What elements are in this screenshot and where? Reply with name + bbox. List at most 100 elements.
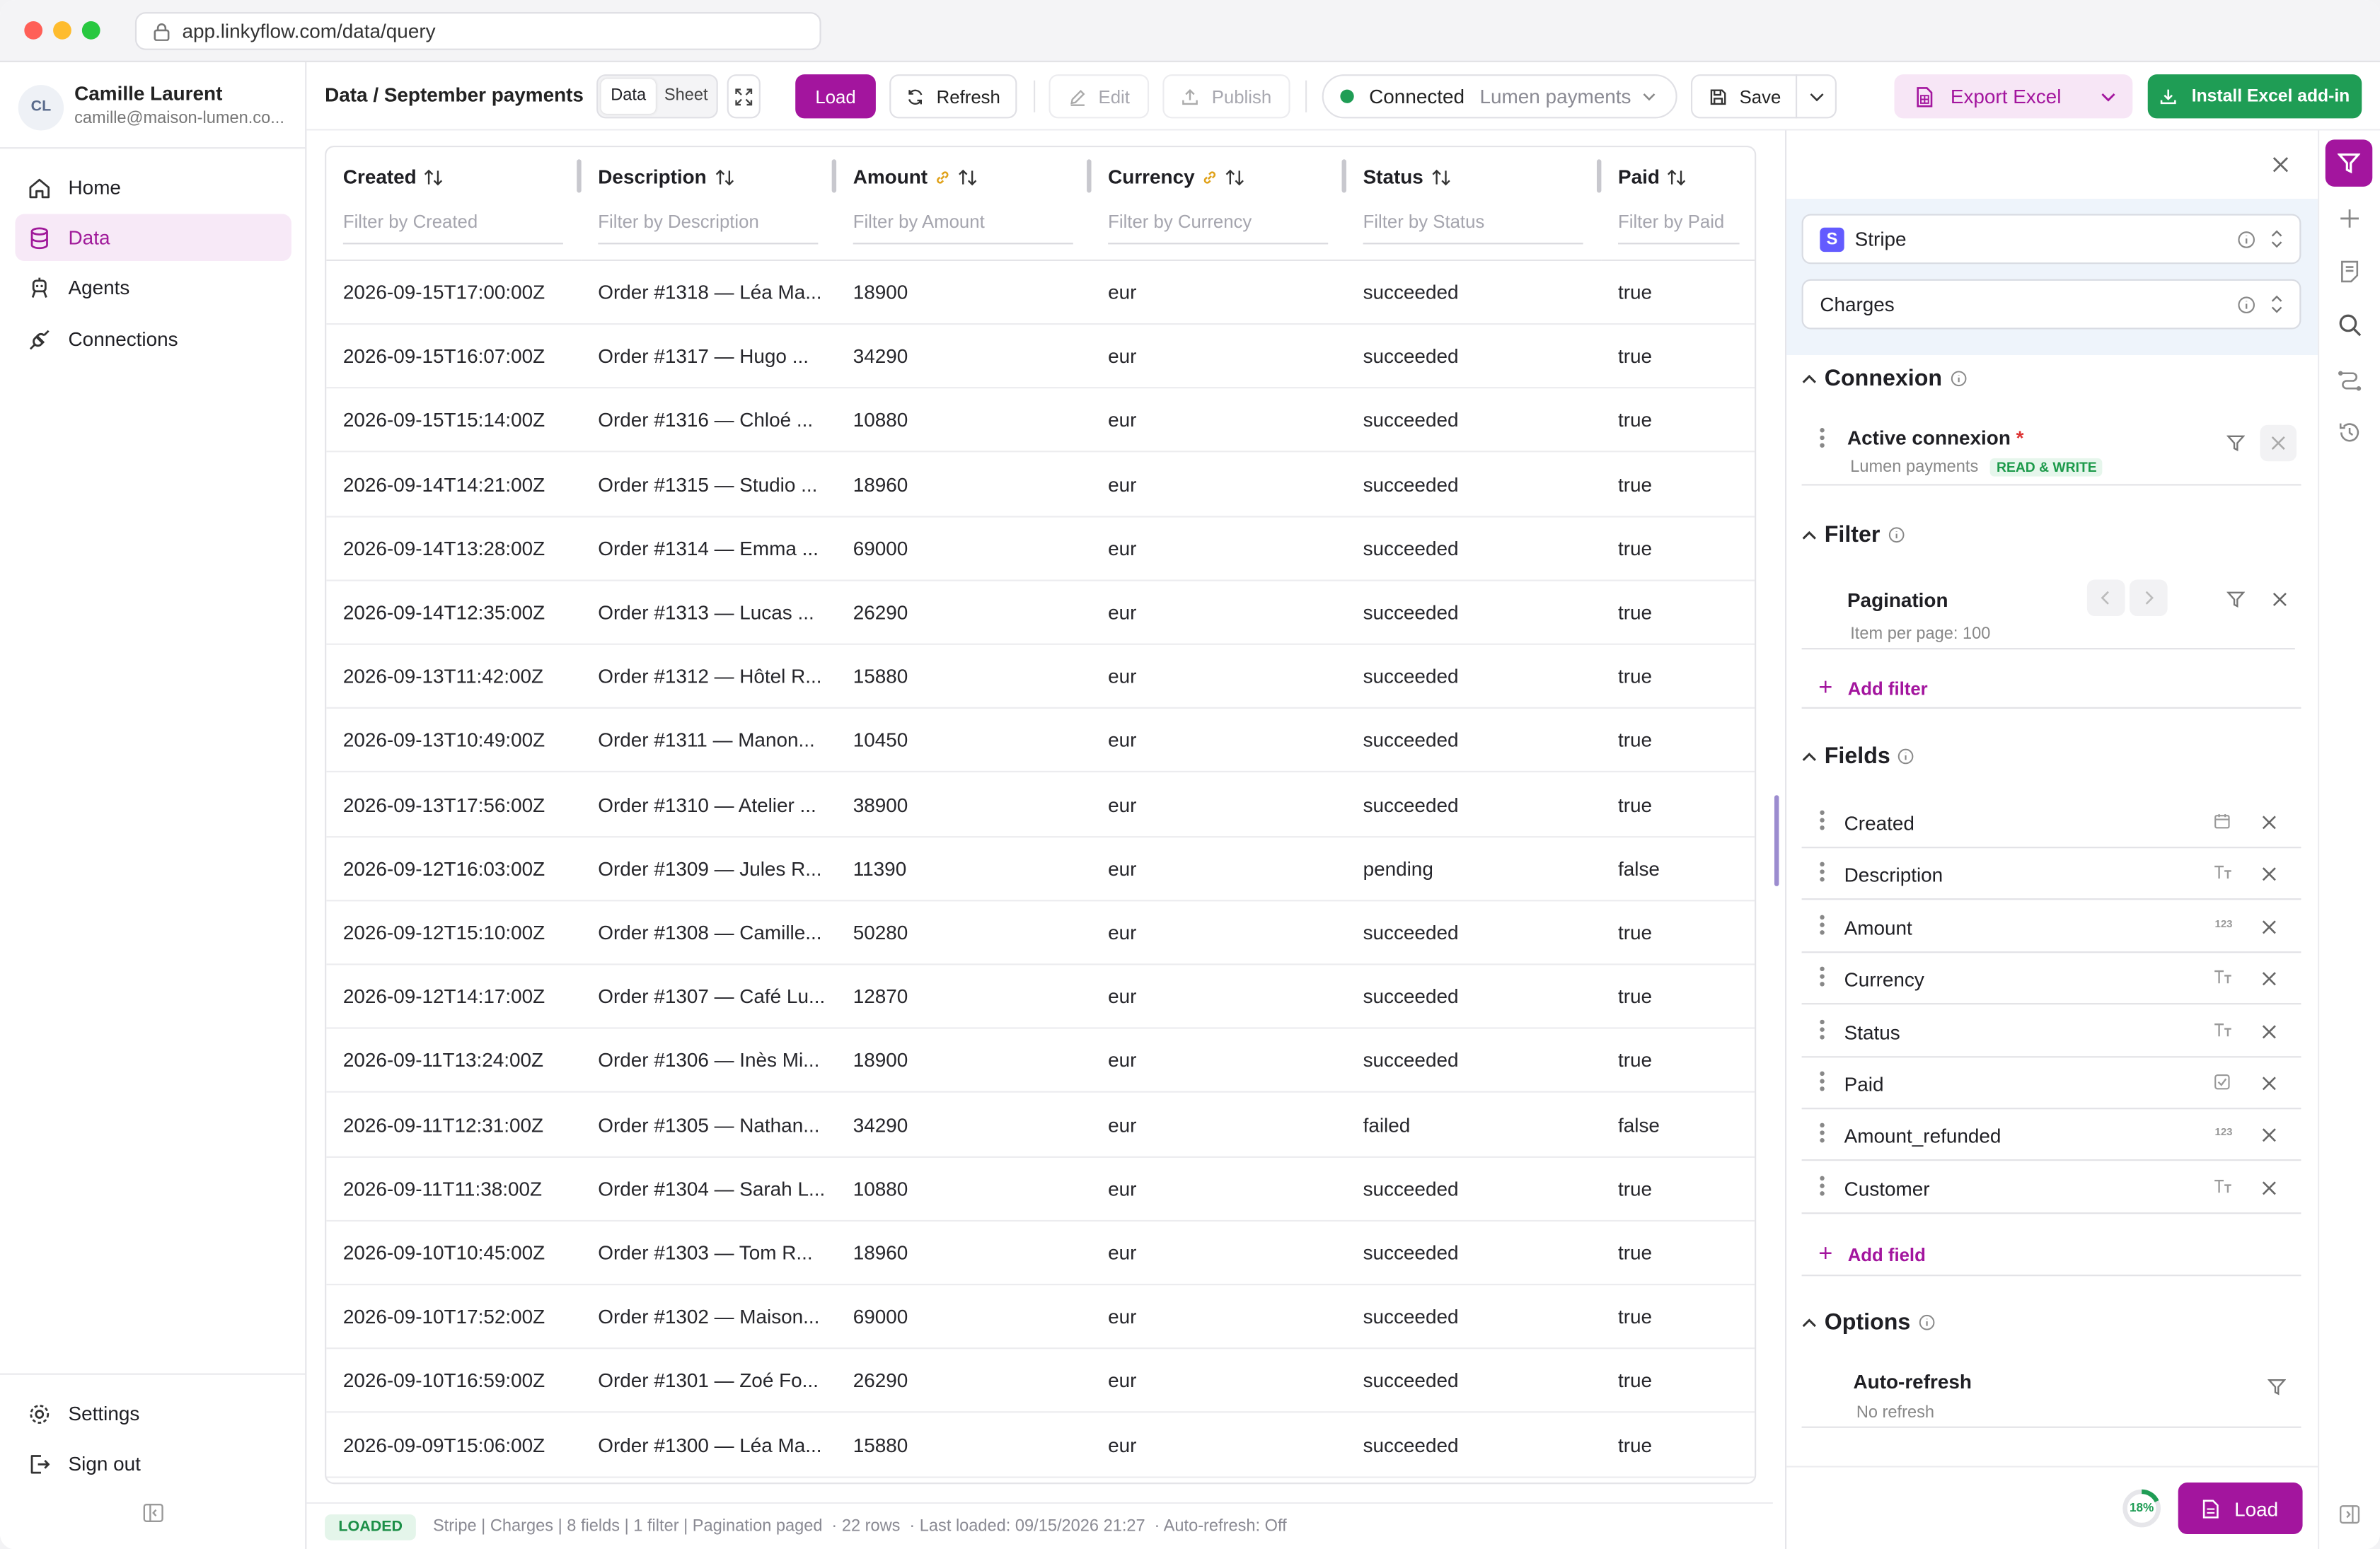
drag-handle-icon[interactable]	[1820, 1071, 1825, 1093]
table-cell[interactable]: 50280	[853, 921, 908, 944]
table-cell[interactable]: Order #1307 — Café Lu...	[598, 985, 826, 1008]
table-row[interactable]: 2026-09-15T15:14:00Z Order #1316 — Chloé …	[326, 389, 1755, 453]
field-item[interactable]: Amount_refunded 123	[1801, 1110, 2301, 1162]
table-cell[interactable]: true	[1617, 1433, 1653, 1456]
table-cell[interactable]: eur	[1108, 857, 1137, 880]
sort-icon[interactable]	[958, 168, 978, 186]
close-icon[interactable]	[2262, 971, 2277, 986]
table-cell[interactable]: 2026-09-15T15:14:00Z	[342, 408, 545, 432]
table-cell[interactable]: succeeded	[1363, 793, 1459, 816]
table-cell[interactable]: 2026-09-11T11:38:00Z	[342, 1177, 543, 1200]
table-cell[interactable]: eur	[1108, 280, 1137, 304]
table-cell[interactable]: 2026-09-13T11:42:00Z	[342, 665, 544, 688]
drag-handle-icon[interactable]	[1820, 1123, 1825, 1144]
table-cell[interactable]: Order #1305 — Nathan...	[598, 1113, 820, 1137]
table-cell[interactable]: true	[1617, 601, 1653, 624]
panel-resize-handle[interactable]	[1774, 795, 1779, 886]
table-row[interactable]: 2026-09-10T10:45:00Z Order #1303 — Tom R.…	[326, 1222, 1755, 1286]
close-icon[interactable]	[2262, 919, 2277, 934]
table-cell[interactable]: Order #1306 — Inès Mi...	[598, 1049, 820, 1072]
table-cell[interactable]: succeeded	[1363, 1177, 1459, 1200]
table-row[interactable]: 2026-09-13T10:49:00Z Order #1311 — Manon.…	[326, 709, 1755, 773]
table-row[interactable]: 2026-09-14T13:28:00Z Order #1314 — Emma .…	[326, 517, 1755, 581]
connexion-section-header[interactable]: Connexion	[1802, 366, 1967, 392]
collapse-sidebar-icon[interactable]	[143, 1502, 164, 1524]
table-row[interactable]: 2026-09-15T17:00:00Z Order #1318 — Léa Ma…	[326, 261, 1755, 325]
object-select[interactable]: Charges	[1801, 279, 2301, 330]
table-cell[interactable]: succeeded	[1363, 1241, 1459, 1265]
field-item[interactable]: Currency	[1801, 953, 2301, 1005]
table-cell[interactable]: true	[1617, 408, 1653, 432]
table-cell[interactable]: 26290	[853, 601, 908, 624]
table-cell[interactable]: succeeded	[1363, 1433, 1459, 1456]
table-cell[interactable]: Order #1318 — Léa Ma...	[598, 280, 822, 304]
column-header[interactable]: Created Filter by Created	[326, 147, 582, 262]
table-row[interactable]: 2026-09-11T11:38:00Z Order #1304 — Sarah …	[326, 1158, 1755, 1222]
nav-item-data[interactable]: Data	[15, 214, 291, 262]
minimize-window-button[interactable]	[53, 21, 71, 40]
table-cell[interactable]: 2026-09-14T12:35:00Z	[342, 601, 545, 624]
table-cell[interactable]: eur	[1108, 665, 1137, 688]
table-cell[interactable]: eur	[1108, 408, 1137, 432]
nav-item-settings[interactable]: Settings	[15, 1390, 291, 1437]
column-filter-input[interactable]: Filter by Currency	[1108, 208, 1329, 245]
refresh-button[interactable]: Refresh	[889, 74, 1017, 119]
drag-handle-icon[interactable]	[1820, 428, 1825, 449]
table-cell[interactable]: 2026-09-13T10:49:00Z	[342, 729, 545, 752]
previous-page-button[interactable]	[2086, 579, 2125, 617]
export-excel-button[interactable]: Export Excel	[1894, 74, 2133, 119]
nav-item-sign-out[interactable]: Sign out	[15, 1440, 291, 1487]
table-cell[interactable]: succeeded	[1363, 280, 1459, 304]
table-cell[interactable]: succeeded	[1363, 1049, 1459, 1072]
table-cell[interactable]: 18900	[853, 280, 908, 304]
table-cell[interactable]: eur	[1108, 472, 1137, 496]
add-field-button[interactable]: + Add field	[1818, 1241, 1926, 1269]
column-label[interactable]: Amount	[853, 166, 978, 188]
table-cell[interactable]: 34290	[853, 344, 908, 368]
save-button[interactable]: Save	[1690, 74, 1798, 119]
column-header[interactable]: Status Filter by Status	[1346, 147, 1602, 262]
table-cell[interactable]: true	[1617, 665, 1653, 688]
column-resize-handle[interactable]	[1341, 159, 1346, 193]
table-cell[interactable]: 18960	[853, 1241, 908, 1265]
table-cell[interactable]: succeeded	[1363, 601, 1459, 624]
install-addin-button[interactable]: Install Excel add-in	[2147, 74, 2362, 119]
pagination-filter-item[interactable]: Pagination Item per page: 100	[1801, 569, 2295, 650]
table-cell[interactable]: eur	[1108, 1433, 1137, 1456]
source-select[interactable]: S Stripe	[1801, 214, 2301, 265]
table-cell[interactable]: eur	[1108, 729, 1137, 752]
table-cell[interactable]: true	[1617, 1049, 1653, 1072]
table-cell[interactable]: Order #1308 — Camille...	[598, 921, 822, 944]
column-header[interactable]: Paid Filter by Paid	[1601, 147, 1755, 262]
table-cell[interactable]: eur	[1108, 1049, 1137, 1072]
table-cell[interactable]: 12870	[853, 985, 908, 1008]
table-cell[interactable]: eur	[1108, 537, 1137, 560]
table-row[interactable]: 2026-09-09T15:06:00Z Order #1300 — Léa Ma…	[326, 1414, 1755, 1478]
table-cell[interactable]: true	[1617, 280, 1653, 304]
column-resize-handle[interactable]	[577, 159, 582, 193]
expand-button[interactable]	[727, 74, 761, 119]
table-cell[interactable]: true	[1617, 921, 1653, 944]
view-sheet-tab[interactable]: Sheet	[664, 86, 708, 105]
table-cell[interactable]: false	[1617, 1113, 1660, 1137]
table-row[interactable]: 2026-09-15T16:07:00Z Order #1317 — Hugo .…	[326, 325, 1755, 389]
close-icon[interactable]	[2262, 1076, 2277, 1091]
table-cell[interactable]: eur	[1108, 601, 1137, 624]
filter-rail-button[interactable]	[2325, 139, 2373, 187]
table-cell[interactable]: 69000	[853, 537, 908, 560]
field-item[interactable]: Created	[1801, 796, 2301, 849]
table-row[interactable]: 2026-09-14T12:35:00Z Order #1313 — Lucas …	[326, 581, 1755, 645]
table-cell[interactable]: Order #1301 — Zoé Fo...	[598, 1369, 819, 1393]
edit-button[interactable]: Edit	[1049, 74, 1150, 119]
table-row[interactable]: 2026-09-13T17:56:00Z Order #1310 — Atelie…	[326, 773, 1755, 837]
table-cell[interactable]: eur	[1108, 1177, 1137, 1200]
load-button[interactable]: Load	[795, 74, 876, 119]
table-row[interactable]: 2026-09-12T16:03:00Z Order #1309 — Jules …	[326, 837, 1755, 901]
close-icon[interactable]	[2262, 867, 2277, 882]
table-cell[interactable]: succeeded	[1363, 344, 1459, 368]
column-resize-handle[interactable]	[1087, 159, 1092, 193]
table-cell[interactable]: eur	[1108, 1113, 1137, 1137]
table-row[interactable]: 2026-09-10T17:52:00Z Order #1302 — Maison…	[326, 1286, 1755, 1350]
table-cell[interactable]: eur	[1108, 793, 1137, 816]
table-cell[interactable]: 2026-09-12T16:03:00Z	[342, 857, 545, 880]
